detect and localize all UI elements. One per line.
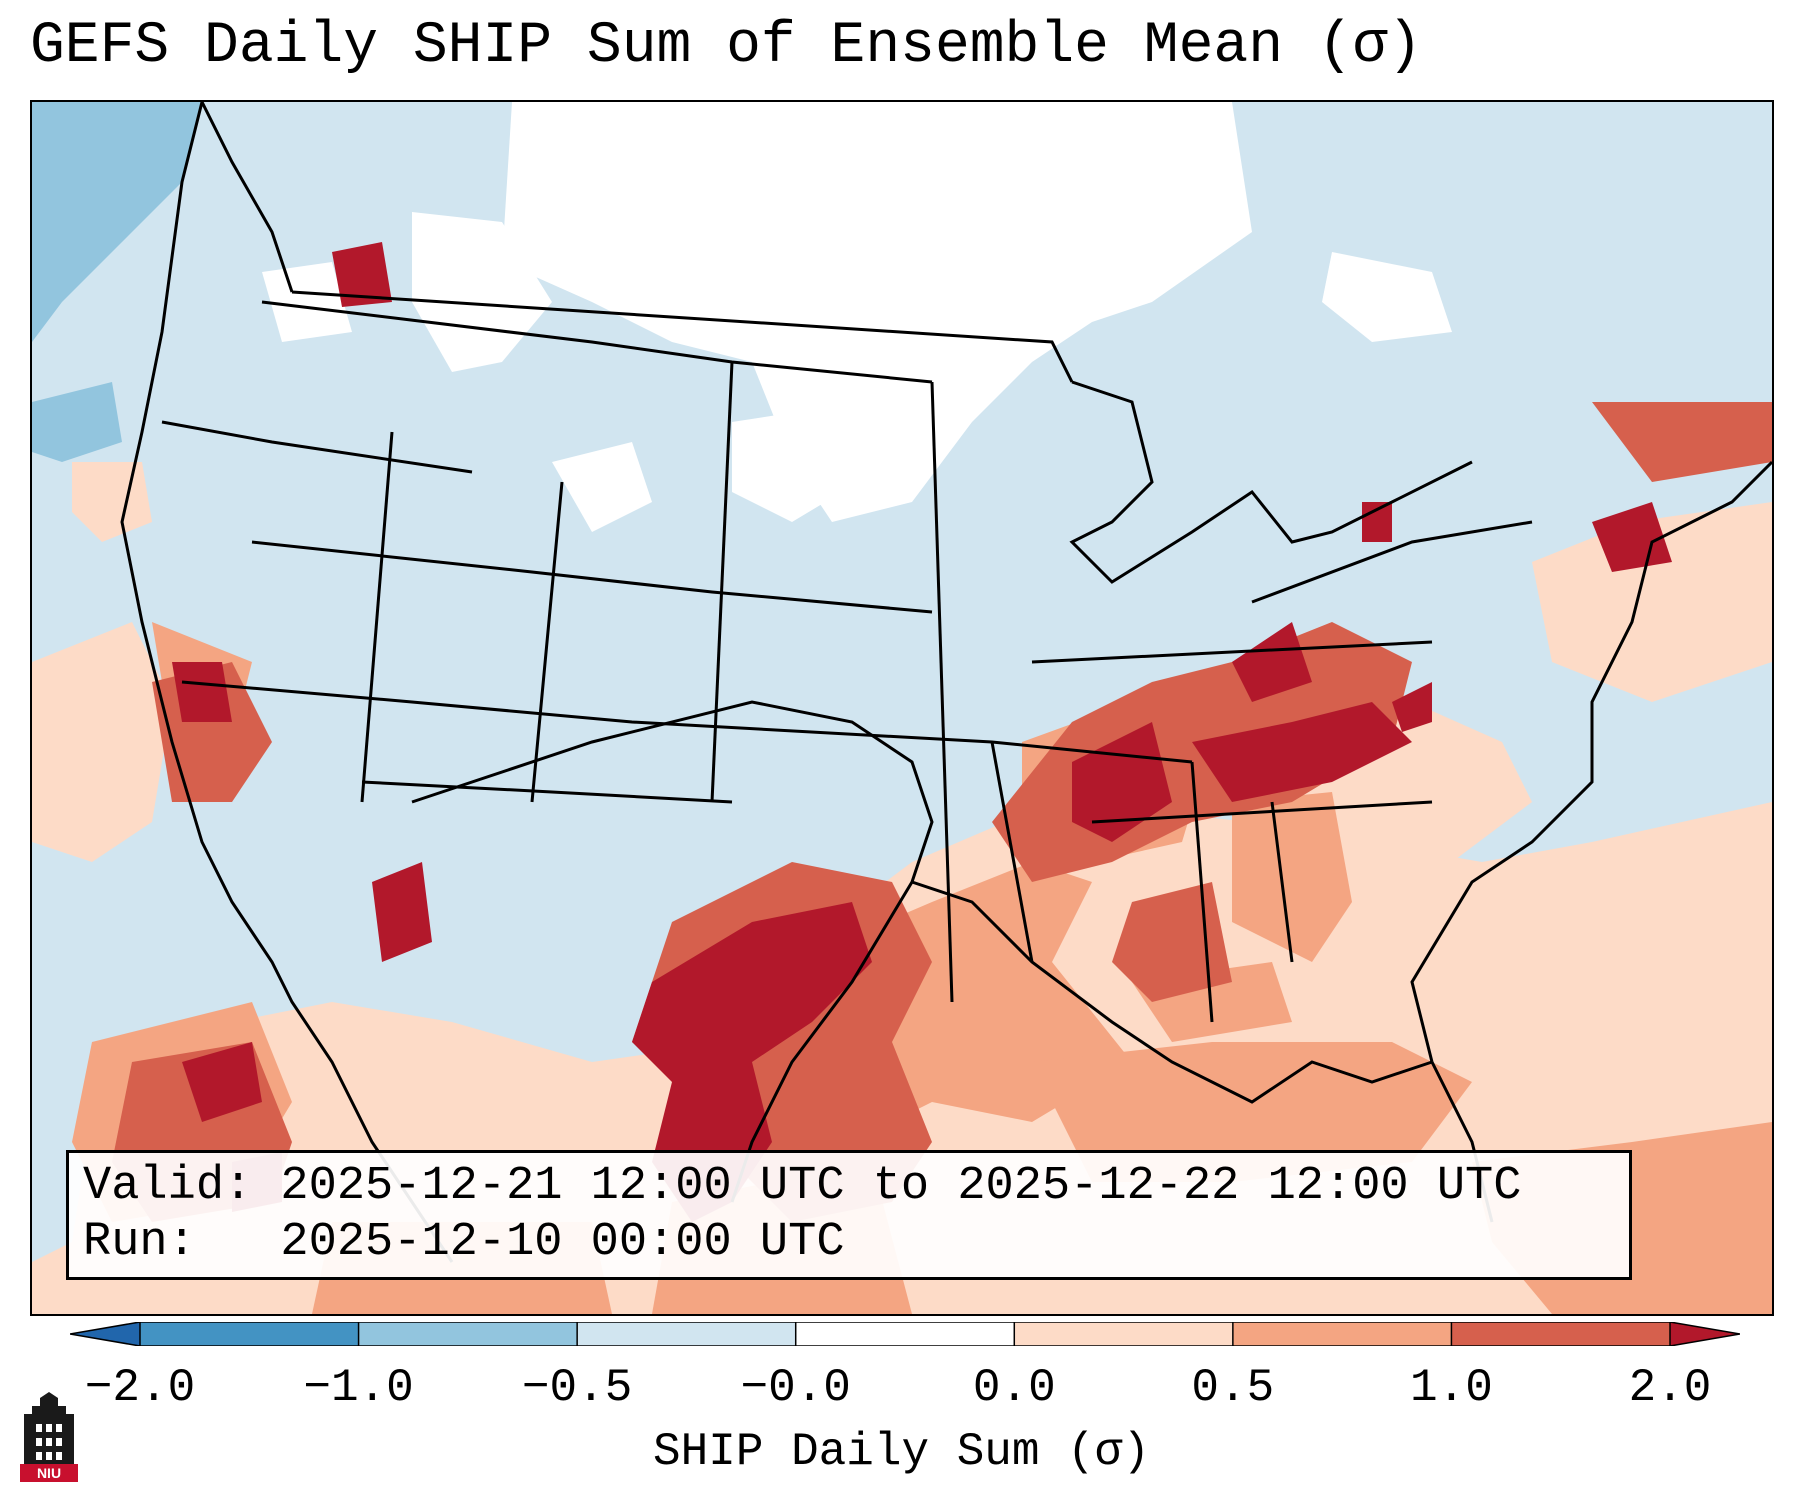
colorbar-extend-low (70, 1322, 140, 1346)
colorbar-band (1014, 1322, 1234, 1346)
logo-red-band (20, 1464, 78, 1482)
colorbar-band (795, 1322, 1015, 1346)
valid-run-info-box: Valid: 2025-12-21 12:00 UTC to 2025-12-2… (66, 1150, 1632, 1280)
valid-time-text: Valid: 2025-12-21 12:00 UTC to 2025-12-2… (83, 1160, 1522, 1213)
colorbar-band (1451, 1322, 1671, 1346)
colorbar-band (577, 1322, 797, 1346)
map-panel (30, 100, 1774, 1316)
colorbar-band (140, 1322, 360, 1346)
run-time-text: Run: 2025-12-10 00:00 UTC (83, 1216, 845, 1269)
colorbar-extend-high (1670, 1322, 1740, 1346)
colorbar-tick-label: 0.0 (972, 1362, 1056, 1414)
colorbar-label: SHIP Daily Sum (σ) (653, 1426, 1150, 1478)
chart-title: GEFS Daily SHIP Sum of Ensemble Mean (σ) (30, 14, 1423, 79)
colorbar (70, 1322, 1740, 1346)
colorbar-tick-label: −0.0 (740, 1362, 851, 1414)
colorbar-band (1232, 1322, 1452, 1346)
colorbar-tick-label: −2.0 (84, 1362, 196, 1414)
colorbar-ticks (139, 1322, 1671, 1346)
colorbar-tick-label: 0.5 (1191, 1362, 1275, 1414)
colorbar-tick-label: −1.0 (303, 1362, 414, 1414)
geographic-boundaries (120, 102, 1772, 1263)
logo-text: NIU (37, 1465, 61, 1481)
colorbar-tick-label: −0.5 (521, 1362, 633, 1414)
anomaly-map (32, 102, 1772, 1314)
niu-logo: NIU (20, 1392, 78, 1482)
colorbar-tick-label: 1.0 (1410, 1362, 1493, 1414)
colorbar-band (358, 1322, 578, 1346)
logo-windows (36, 1424, 62, 1460)
colorbar-segments (70, 1322, 1740, 1346)
colorbar-tick-label: 2.0 (1628, 1362, 1712, 1414)
